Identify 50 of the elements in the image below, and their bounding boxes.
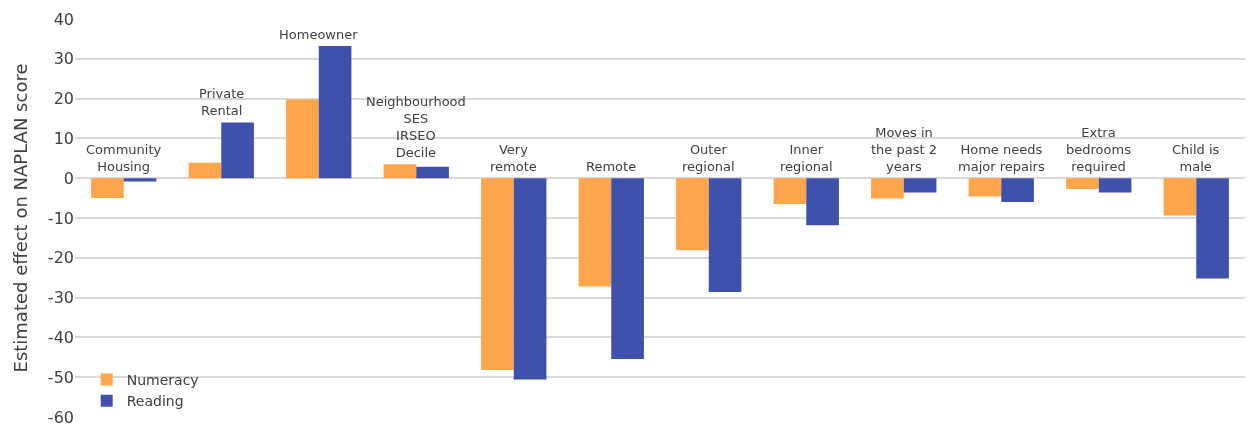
bar bbox=[188, 162, 222, 179]
y-axis-title: Estimated effect on NAPLAN score bbox=[10, 63, 32, 373]
y-tick-label: -30 bbox=[47, 288, 74, 308]
y-tick-label: 10 bbox=[53, 129, 74, 148]
bar bbox=[383, 164, 417, 179]
x-tick-label: Remote bbox=[586, 159, 637, 174]
x-tick-label: Private Rental bbox=[199, 86, 245, 118]
bar bbox=[611, 178, 644, 359]
y-tick-label: -60 bbox=[47, 407, 74, 427]
y-tick-label: -40 bbox=[47, 328, 74, 347]
x-tick-label: Very remote bbox=[490, 142, 537, 174]
y-tick-label: -20 bbox=[47, 248, 74, 268]
y-tick-label: -50 bbox=[47, 367, 74, 387]
bar bbox=[871, 178, 904, 199]
y-tick-label: 20 bbox=[53, 89, 74, 109]
x-tick-label: Homeowner bbox=[279, 27, 359, 42]
bar bbox=[806, 178, 839, 226]
bar bbox=[676, 178, 709, 251]
x-tick-label: Outer regional bbox=[682, 142, 735, 174]
bar bbox=[708, 178, 742, 293]
bar bbox=[286, 99, 319, 179]
x-tick-label: Moves in the past 2 years bbox=[871, 125, 937, 174]
legend-label: Numeracy bbox=[126, 372, 199, 389]
x-tick-label: Inner regional bbox=[780, 142, 833, 174]
bar bbox=[903, 178, 937, 193]
y-tick-label: 30 bbox=[53, 49, 74, 69]
bar bbox=[318, 46, 352, 179]
bar bbox=[1196, 178, 1229, 279]
bar bbox=[578, 178, 612, 287]
legend-label: Reading bbox=[126, 393, 184, 410]
bar bbox=[221, 122, 254, 179]
bar bbox=[1066, 178, 1099, 189]
bar bbox=[481, 178, 514, 371]
bar bbox=[968, 178, 1002, 197]
x-tick-label: Extra bedrooms required bbox=[1066, 125, 1132, 174]
bar bbox=[416, 166, 449, 179]
y-tick-label: 0 bbox=[63, 168, 74, 188]
bar bbox=[1163, 178, 1197, 216]
y-tick-label: 40 bbox=[53, 9, 74, 29]
x-tick-label: Neighbourhood SES IRSEO Decile bbox=[366, 94, 466, 160]
bar bbox=[91, 178, 124, 199]
bar bbox=[123, 178, 157, 182]
bar bbox=[513, 178, 547, 380]
x-tick-label: Community Housing bbox=[86, 142, 162, 174]
bar bbox=[1001, 178, 1034, 203]
bar bbox=[773, 178, 807, 205]
bar bbox=[1098, 178, 1132, 193]
x-tick-label: Child is male bbox=[1172, 142, 1220, 174]
x-tick-label: Home needs major repairs bbox=[958, 142, 1045, 174]
y-tick-label: -10 bbox=[47, 208, 74, 228]
